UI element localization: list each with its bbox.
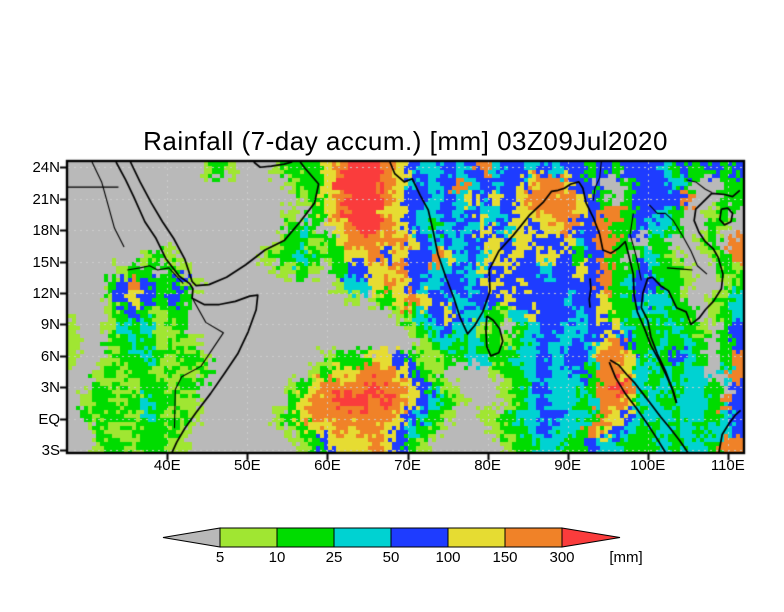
x-tick-label: 90E (554, 457, 581, 474)
colorbar-tick-label: 25 (325, 549, 343, 566)
colorbar-segment (219, 527, 278, 548)
y-tick-label: 21N (32, 190, 60, 208)
x-tick-label: 70E (394, 457, 421, 474)
x-tick-label: 60E (314, 457, 341, 474)
colorbar-tick-label: 5 (215, 549, 225, 566)
colorbar-segment (447, 527, 506, 548)
y-tick-label: 3N (40, 379, 60, 397)
y-tick-label: 6N (40, 347, 60, 365)
x-tick-label: 40E (153, 457, 181, 474)
colorbar-tick-label: 300 (549, 549, 575, 566)
y-tick-label: EQ (38, 410, 60, 428)
y-tick-label: 12N (32, 285, 60, 302)
colorbar-tick-label: 50 (382, 549, 400, 566)
x-tick-label: 80E (474, 457, 501, 474)
x-tick-label: 50E (234, 457, 261, 474)
colorbar-tick-label: 150 (492, 549, 518, 566)
colorbar-segment (333, 527, 392, 548)
colorbar-arrow (162, 527, 221, 548)
colorbar-unit-label: [mm] (609, 549, 643, 566)
y-tick-label: 3S (41, 442, 60, 460)
colorbar-tick-label: 100 (435, 549, 461, 566)
chart-title: Rainfall (7-day accum.) [mm] 03Z09Jul202… (143, 126, 668, 156)
x-tick-label: 110E (710, 457, 745, 474)
colorbar-segment (390, 527, 449, 548)
colorbar-segment (504, 527, 563, 548)
y-tick-label: 9N (40, 316, 60, 334)
colorbar-tick-label: 10 (268, 549, 286, 566)
colorbar-svg (162, 527, 621, 548)
y-tick-label: 18N (32, 222, 60, 240)
y-tick-label: 15N (32, 253, 60, 271)
x-tick-label: 100E (630, 457, 666, 474)
colorbar-arrow (561, 527, 621, 548)
y-tick-label: 24N (32, 159, 60, 177)
colorbar-segment (276, 527, 335, 548)
